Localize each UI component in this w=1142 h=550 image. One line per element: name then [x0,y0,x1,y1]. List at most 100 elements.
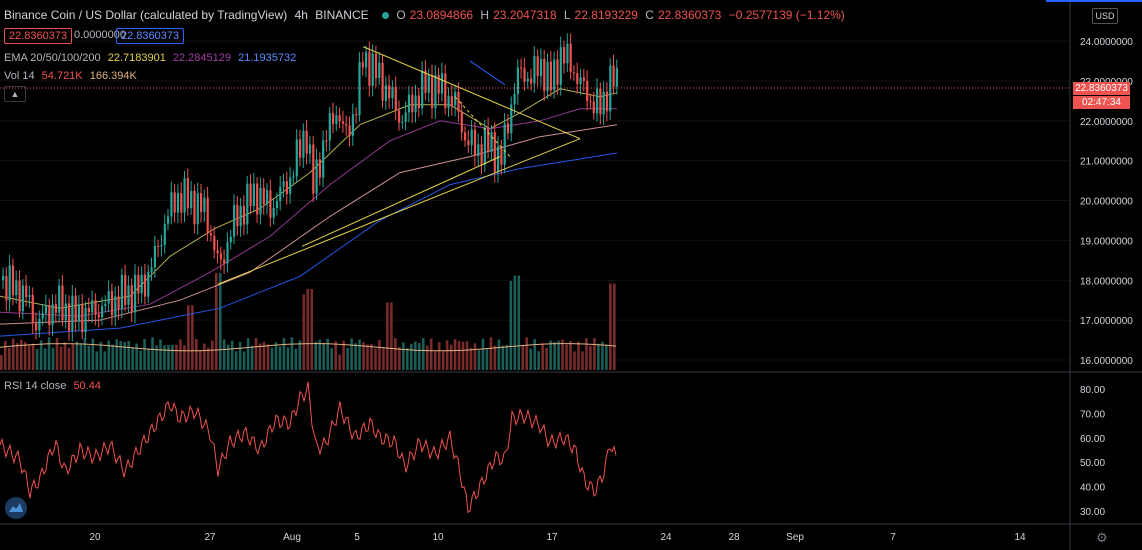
volume-bar [7,347,11,370]
volume-bar [31,343,35,370]
ema20-value: 22.7183901 [107,52,166,64]
candle-body [275,201,279,209]
candle-body [64,303,67,321]
candle-body [404,112,407,122]
time-tick-label: Aug [283,532,301,543]
currency-button[interactable]: USD [1092,8,1118,24]
volume-bar [413,341,417,370]
rsi-axis-ticks[interactable]: 30.00 40.00 50.00 60.00 70.00 80.00 [1080,385,1105,518]
candle-body [374,53,378,79]
candle-body [612,65,615,87]
collapse-legend-button[interactable]: ▲ [4,86,26,102]
volume-bar [398,346,401,370]
vol-label[interactable]: Vol 14 [4,70,35,82]
candle-body [381,62,384,101]
buy-price-box[interactable]: 22.8360373 [116,28,185,44]
candle-body [563,47,566,64]
volume-bar [63,342,67,370]
volume-bar [597,343,600,370]
candle-body [74,295,77,322]
volume-bar [222,339,226,370]
ema-legend[interactable]: EMA 20/50/100/200 22.7183901 22.2845129 … [4,52,300,64]
candle-body [361,62,364,68]
candle-body [203,197,206,212]
volume-bar [573,351,576,370]
volume-bar [322,342,326,370]
candle-body [559,47,562,85]
volume-bar [370,343,373,370]
candle-body [576,73,579,85]
volume-bar [199,350,202,370]
candle-body [117,296,120,310]
candle-body [200,193,203,212]
candle-body [120,274,123,310]
ema200-line [0,152,618,337]
volume-bar [421,338,425,370]
volume-bar [143,338,146,370]
volume-bar [206,347,210,370]
volume-bar [0,355,3,370]
high-value: 23.2047318 [493,8,557,22]
volume-bar [119,340,123,370]
candle-body [223,259,226,264]
candle-body [94,300,97,315]
candle-body [497,146,500,173]
volume-bar [262,341,266,370]
volume-bar [529,348,533,370]
candle-body [391,86,394,99]
candle-body [143,274,147,297]
volume-bar [525,337,529,370]
volume-bar [477,350,481,370]
volume-bar [386,302,389,370]
candle-body [259,187,262,215]
ema-label[interactable]: EMA 20/50/100/200 [4,52,101,64]
volume-bar [15,343,19,370]
volume-bar [330,347,333,370]
price-tick-label: 22.0000000 [1080,117,1133,128]
volume-legend[interactable]: Vol 14 54.721K 166.394K [4,70,141,82]
candle-body [15,280,18,295]
volume-bar [449,344,453,370]
volume-bar [382,348,385,370]
interval-label[interactable]: 4h [294,8,308,22]
candle-body [242,206,246,225]
candle-body [2,275,5,281]
time-axis-ticks[interactable]: 20 27 Aug 5 10 17 24 28 Sep 7 14 [89,532,1026,543]
time-tick-label: Sep [786,532,804,543]
spread-value: 0.0000000 [74,29,126,41]
candle-body [249,183,252,207]
rsi-legend[interactable]: RSI 14 close 50.44 [4,380,105,392]
symbol-name[interactable]: Binance Coin / US Dollar (calculated by … [4,8,288,22]
ema-lines [0,88,618,337]
volume-bar [378,340,381,370]
candle-body [569,43,572,73]
volume-bar [457,341,461,370]
candle-body [58,285,61,313]
volume-bar [139,350,142,370]
candle-body [41,313,44,319]
volume-bar [565,344,568,370]
triangle-drawing[interactable] [217,46,581,285]
volume-bar [155,345,158,370]
high-label: H [480,8,490,22]
rsi-label[interactable]: RSI 14 close [4,380,67,392]
volume-bar [425,345,429,370]
candle-body [229,236,232,243]
symbol-legend[interactable]: Binance Coin / US Dollar (calculated by … [4,8,849,22]
volume-bar [19,339,23,370]
volume-bar [3,340,7,370]
candle-body [137,274,140,294]
volume-bar [318,339,322,370]
candle-body [81,304,84,333]
volume-bar [302,294,306,370]
price-tick-label: 24.0000000 [1080,37,1133,48]
candle-body [483,128,486,165]
tradingview-logo-icon[interactable] [5,497,27,519]
settings-gear-icon[interactable]: ⚙ [1096,530,1108,545]
volume-bar [334,341,337,370]
volume-bar [266,344,270,370]
sell-price-box[interactable]: 22.8360373 [4,28,73,44]
candle-body [414,95,417,113]
volume-bar [310,289,314,370]
